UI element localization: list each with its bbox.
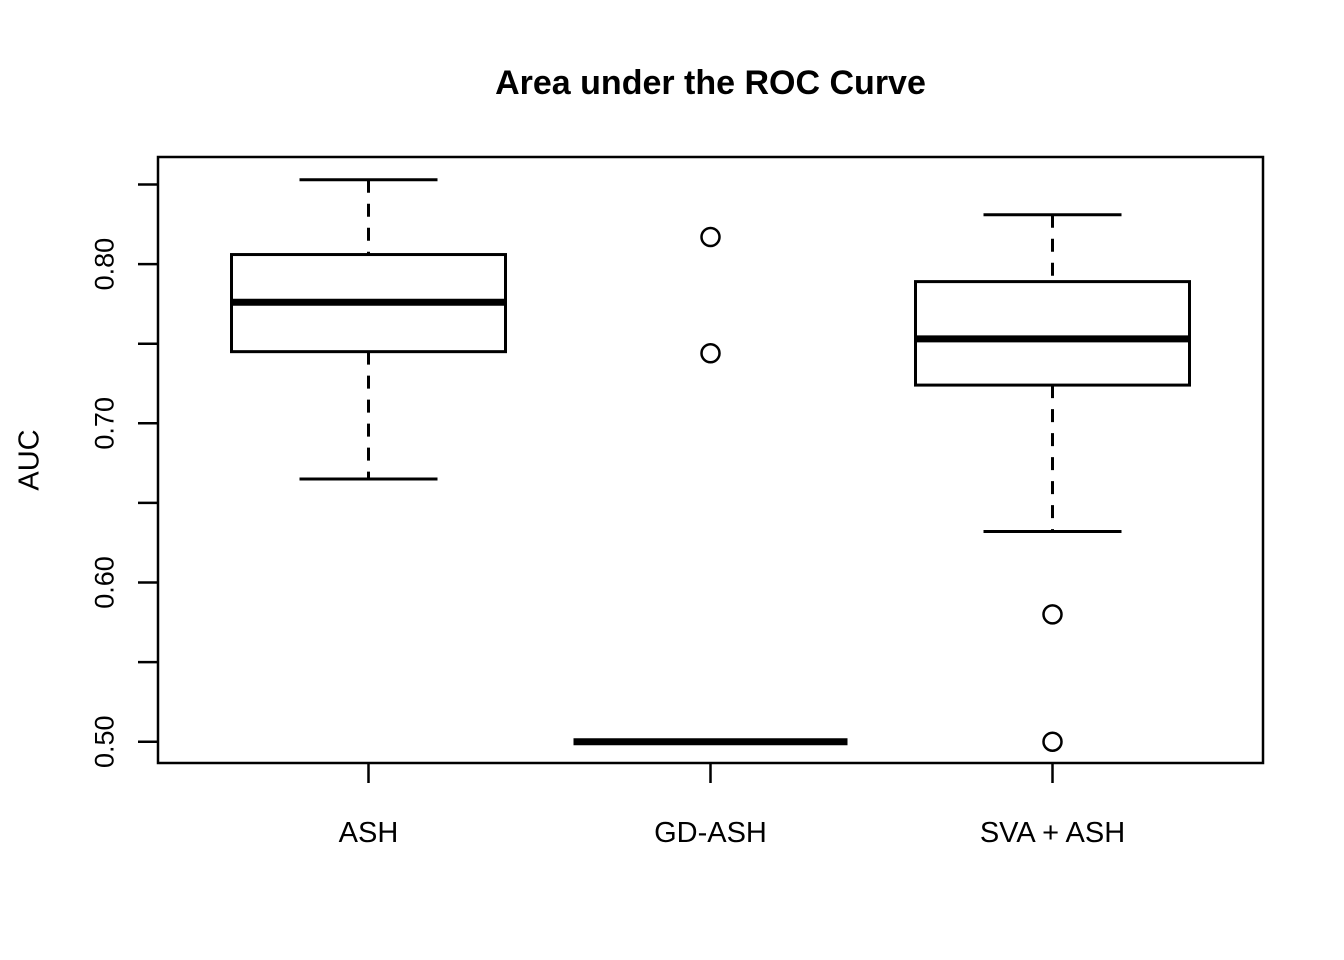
plot-border	[156, 155, 1265, 765]
y-axis-title: AUC	[13, 429, 46, 491]
x-axis-category-label: ASH	[339, 817, 399, 849]
outlier-point-sva-ash	[1042, 604, 1063, 625]
outlier-point-sva-ash	[1042, 731, 1063, 752]
y-axis-tick-label: 0.60	[89, 556, 119, 609]
chart-title: Area under the ROC Curve	[495, 64, 926, 102]
box-sva-ash	[914, 280, 1191, 387]
y-axis-tick-label: 0.70	[89, 397, 119, 450]
y-axis-tick-label: 0.50	[89, 715, 119, 768]
x-axis-category-label: SVA + ASH	[980, 817, 1125, 849]
outlier-point-gd-ash	[700, 343, 721, 364]
x-axis-category-label: GD-ASH	[654, 817, 767, 849]
y-axis-tick-label: 0.80	[89, 238, 119, 291]
outlier-point-gd-ash	[700, 226, 721, 248]
